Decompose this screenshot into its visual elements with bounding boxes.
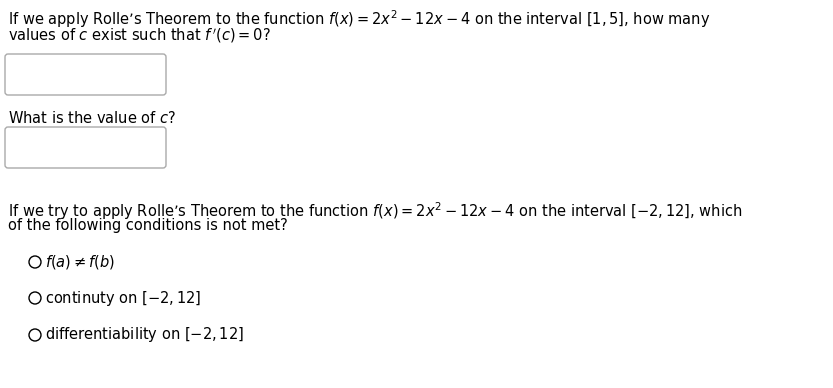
Text: $f(a) \neq f(b)$: $f(a) \neq f(b)$ <box>45 253 115 271</box>
Text: What is the value of $c$?: What is the value of $c$? <box>8 110 176 126</box>
Text: values of $c$ exist such that $f\,'(c) = 0$?: values of $c$ exist such that $f\,'(c) =… <box>8 26 271 45</box>
Text: If we apply Rolle’s Theorem to the function $f(x) = 2x^2 - 12x - 4$ on the inter: If we apply Rolle’s Theorem to the funct… <box>8 8 711 30</box>
FancyBboxPatch shape <box>5 127 166 168</box>
Text: If we try to apply Rolle’s Theorem to the function $f(x) = 2x^2 - 12x - 4$ on th: If we try to apply Rolle’s Theorem to th… <box>8 200 742 222</box>
Text: continuty on $[ - 2, 12]$: continuty on $[ - 2, 12]$ <box>45 289 202 308</box>
Text: differentiability on $[ - 2, 12]$: differentiability on $[ - 2, 12]$ <box>45 326 244 345</box>
Text: of the following conditions is not met?: of the following conditions is not met? <box>8 218 287 233</box>
FancyBboxPatch shape <box>5 54 166 95</box>
